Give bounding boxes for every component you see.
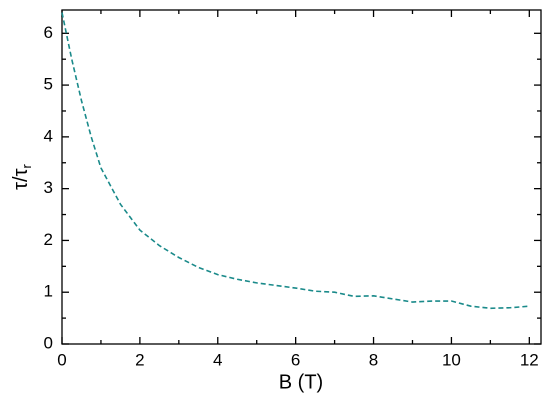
x-tick-label: 8: [369, 350, 378, 369]
y-tick-label: 0: [44, 333, 53, 352]
x-tick-label: 6: [291, 350, 300, 369]
x-tick-label: 12: [520, 350, 539, 369]
x-tick-label: 2: [135, 350, 144, 369]
y-tick-label: 1: [44, 282, 53, 301]
y-axis-label-main: τ/τ: [10, 168, 32, 189]
y-tick-label: 6: [44, 23, 53, 42]
x-tick-label: 0: [57, 350, 66, 369]
y-axis-label: τ/τr: [10, 163, 34, 189]
x-tick-label: 10: [442, 350, 461, 369]
y-tick-label: 5: [44, 75, 53, 94]
y-axis-label-group: τ/τr: [10, 163, 34, 189]
y-axis-label-sub: r: [19, 163, 34, 168]
x-tick-label: 4: [213, 350, 222, 369]
data-line: [61, 12, 530, 310]
y-tick-label: 3: [44, 178, 53, 197]
x-axis-label: B (T): [279, 371, 323, 393]
plot-frame: [61, 9, 542, 345]
y-tick-label: 4: [44, 126, 53, 145]
y-tick-label: 2: [44, 230, 53, 249]
